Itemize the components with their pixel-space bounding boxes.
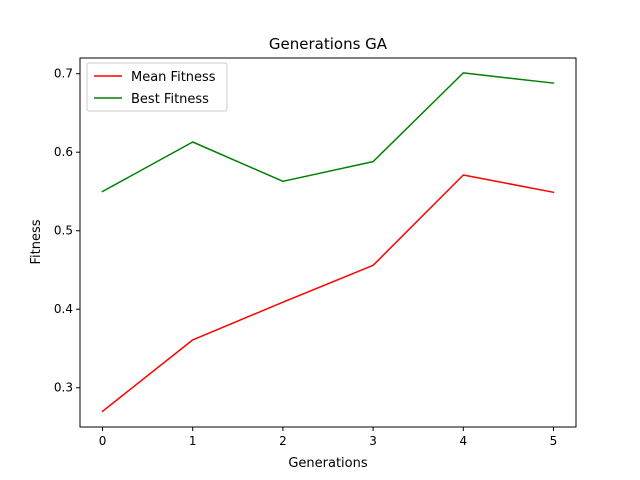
x-tick-label: 3 xyxy=(369,434,377,448)
x-tick-label: 4 xyxy=(459,434,467,448)
y-tick-label: 0.7 xyxy=(54,67,73,81)
y-axis-label: Fitness xyxy=(29,219,44,264)
x-axis-label: Generations xyxy=(288,456,368,471)
legend-box xyxy=(86,62,228,112)
x-tick-label: 0 xyxy=(99,434,107,448)
series-line-mean-fitness xyxy=(101,174,555,413)
y-tick-label: 0.6 xyxy=(54,145,73,159)
chart-title: Generations GA xyxy=(269,35,388,53)
x-tick-label: 1 xyxy=(189,434,197,448)
y-tick-label: 0.4 xyxy=(54,302,73,316)
y-tick-label: 0.5 xyxy=(54,224,73,238)
y-tick-label: 0.3 xyxy=(54,381,73,395)
legend-label-best-fitness: Best Fitness xyxy=(131,92,209,107)
x-tick-label: 2 xyxy=(279,434,287,448)
axes-frame xyxy=(79,57,577,428)
axis-ticks: 0 1 2 3 4 5 0.3 0.4 0.5 0.6 0.7 xyxy=(54,67,557,448)
x-tick-label: 5 xyxy=(550,434,558,448)
legend: Mean Fitness Best Fitness xyxy=(86,62,228,112)
legend-label-mean-fitness: Mean Fitness xyxy=(131,70,216,85)
series-line-best-fitness xyxy=(101,72,555,193)
plot-area xyxy=(101,72,555,413)
